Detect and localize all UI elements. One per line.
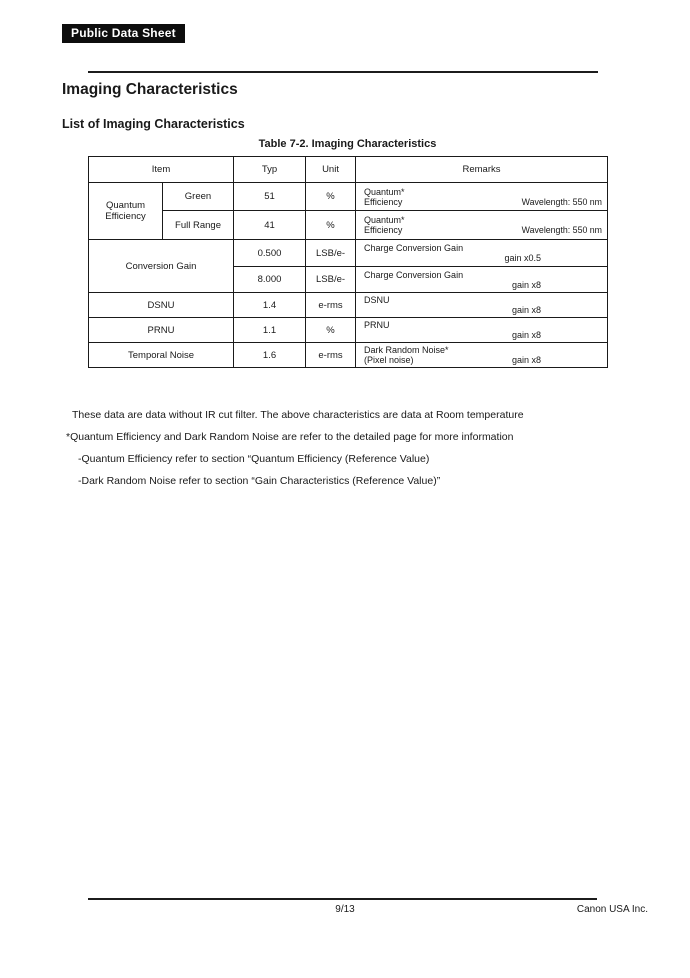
col-header-remarks: Remarks [355, 156, 609, 183]
remark-line2-left: Efficiency [364, 225, 403, 235]
remark-line2-left: (Pixel noise) [364, 355, 414, 365]
table-row-qe-green: Quantum Efficiency Green 51 % Quantum* E… [88, 182, 609, 240]
unit-value: e-rms [305, 292, 357, 318]
item-group-quantum-efficiency: Quantum Efficiency [88, 182, 163, 240]
typ-value: 51 [233, 182, 307, 211]
remark-line1: Charge Conversion Gain [364, 243, 464, 253]
typ-value: 1.6 [233, 342, 307, 368]
item-sub-full-range: Full Range [161, 210, 235, 240]
note-asterisk-reference: *Quantum Efficiency and Dark Random Nois… [66, 431, 514, 443]
section-title: List of Imaging Characteristics [62, 117, 245, 131]
footer-company: Canon USA Inc. [576, 904, 648, 915]
typ-value: 1.4 [233, 292, 307, 318]
note-ir-cut-filter: These data are data without IR cut filte… [72, 409, 524, 421]
unit-value: % [305, 210, 357, 240]
item-sub-green: Green [161, 182, 235, 211]
remark-gain: gain x8 [511, 305, 542, 315]
remarks-cell: Charge Conversion Gain gain x0.5 [355, 239, 609, 267]
unit-value: LSB/e- [305, 239, 357, 267]
remark-line1: PRNU [364, 320, 390, 330]
typ-value: 41 [233, 210, 307, 240]
remark-line1: Charge Conversion Gain [364, 269, 464, 280]
table-row-prnu: PRNU 1.1 % PRNU gain x8 [87, 317, 609, 343]
item-group-dsnu: DSNU [87, 292, 235, 318]
unit-value: e-rms [305, 342, 357, 368]
remarks-cell: Charge Conversion Gain gain x8 [355, 266, 609, 293]
note-dark-random-noise-section: -Dark Random Noise refer to section “Gai… [78, 475, 441, 487]
item-group-conversion-gain: Conversion Gain [87, 239, 235, 293]
remarks-cell: Quantum* Efficiency Wavelength: 550 nm [355, 210, 609, 240]
remark-gain: gain x0.5 [504, 253, 542, 263]
imaging-characteristics-table: Item Typ Unit Remarks Quantum Efficiency… [87, 156, 609, 368]
table-header-row: Item Typ Unit Remarks [87, 156, 609, 183]
page-number: 9/13 [335, 904, 355, 915]
remark-gain: gain x8 [511, 355, 542, 365]
remarks-cell: Quantum* Efficiency Wavelength: 550 nm [355, 182, 609, 211]
unit-value: % [305, 317, 357, 343]
typ-value: 1.1 [233, 317, 307, 343]
typ-value: 0.500 [233, 239, 307, 267]
unit-value: LSB/e- [305, 266, 357, 293]
footer-rule [88, 898, 597, 900]
header-rule [88, 71, 598, 73]
remarks-cell: DSNU gain x8 [355, 292, 609, 318]
remark-wavelength: Wavelength: 550 nm [521, 225, 603, 235]
item-group-temporal-noise: Temporal Noise [87, 342, 235, 368]
remark-gain: gain x8 [511, 279, 542, 290]
remark-line1: Quantum* [364, 186, 405, 197]
remark-gain: gain x8 [511, 330, 542, 340]
table-row-temporal-noise: Temporal Noise 1.6 e-rms Dark Random Noi… [87, 342, 609, 368]
typ-value: 8.000 [233, 266, 307, 293]
remark-line1: DSNU [364, 295, 390, 305]
note-quantum-efficiency-section: -Quantum Efficiency refer to section “Qu… [78, 453, 430, 465]
remarks-cell: Dark Random Noise* (Pixel noise) gain x8 [355, 342, 609, 368]
remark-line1: Dark Random Noise* [364, 345, 449, 355]
col-header-unit: Unit [305, 156, 357, 183]
remark-wavelength: Wavelength: 550 nm [521, 196, 603, 207]
table-caption: Table 7-2. Imaging Characteristics [258, 138, 437, 150]
item-group-prnu: PRNU [87, 317, 235, 343]
page-title: Imaging Characteristics [62, 81, 238, 98]
col-header-typ: Typ [233, 156, 307, 183]
remarks-cell: PRNU gain x8 [355, 317, 609, 343]
remark-line2-left: Efficiency [364, 196, 403, 207]
table-row-qe-full-range: Full Range 41 % Quantum* Efficiency Wave… [89, 210, 609, 240]
table-row-dsnu: DSNU 1.4 e-rms DSNU gain x8 [87, 292, 609, 318]
doc-type-badge: Public Data Sheet [62, 24, 185, 43]
unit-value: % [305, 182, 357, 211]
col-header-item: Item [87, 156, 235, 183]
remark-line1: Quantum* [364, 215, 405, 225]
table-row-conversion-gain-low: Conversion Gain 0.500 LSB/e- Charge Conv… [87, 239, 609, 293]
